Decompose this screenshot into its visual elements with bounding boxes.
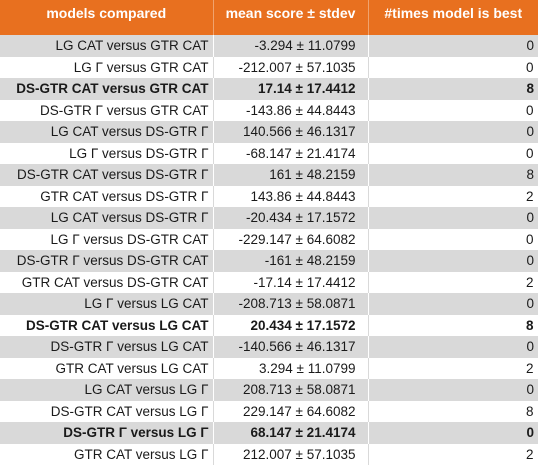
- cell-models-compared: DS-GTR Γ versus GTR CAT: [0, 100, 213, 122]
- header-mean-score: mean score ± stdev: [213, 0, 368, 35]
- cell-times-best: 2: [368, 444, 538, 465]
- table-row: LG Γ versus DS-GTR CAT-229.147 ± 64.6082…: [0, 229, 538, 251]
- table-row: DS-GTR Γ versus GTR CAT-143.86 ± 44.8443…: [0, 100, 538, 122]
- cell-times-best: 0: [368, 57, 538, 79]
- cell-models-compared: GTR CAT versus DS-GTR Γ: [0, 186, 213, 208]
- cell-models-compared: DS-GTR Γ versus DS-GTR CAT: [0, 250, 213, 272]
- cell-models-compared: LG CAT versus DS-GTR Γ: [0, 121, 213, 143]
- cell-mean-score: 143.86 ± 44.8443: [213, 186, 368, 208]
- cell-times-best: 0: [368, 336, 538, 358]
- cell-models-compared: LG CAT versus LG Γ: [0, 379, 213, 401]
- table-row: DS-GTR Γ versus LG CAT-140.566 ± 46.1317…: [0, 336, 538, 358]
- cell-mean-score: -68.147 ± 21.4174: [213, 143, 368, 165]
- header-models-compared: models compared: [0, 0, 213, 35]
- cell-models-compared: LG Γ versus LG CAT: [0, 293, 213, 315]
- table-row: GTR CAT versus DS-GTR CAT-17.14 ± 17.441…: [0, 272, 538, 294]
- cell-models-compared: DS-GTR Γ versus LG CAT: [0, 336, 213, 358]
- cell-times-best: 0: [368, 35, 538, 57]
- cell-mean-score: -161 ± 48.2159: [213, 250, 368, 272]
- cell-mean-score: -229.147 ± 64.6082: [213, 229, 368, 251]
- cell-mean-score: 212.007 ± 57.1035: [213, 444, 368, 465]
- cell-models-compared: DS-GTR CAT versus LG CAT: [0, 315, 213, 337]
- cell-models-compared: DS-GTR CAT versus DS-GTR Γ: [0, 164, 213, 186]
- table-row: DS-GTR Γ versus DS-GTR CAT-161 ± 48.2159…: [0, 250, 538, 272]
- cell-models-compared: DS-GTR Γ versus LG Γ: [0, 422, 213, 444]
- cell-mean-score: -17.14 ± 17.4412: [213, 272, 368, 294]
- cell-times-best: 2: [368, 272, 538, 294]
- cell-mean-score: 208.713 ± 58.0871: [213, 379, 368, 401]
- header-times-best: #times model is best: [368, 0, 538, 35]
- cell-models-compared: LG CAT versus DS-GTR Γ: [0, 207, 213, 229]
- cell-mean-score: -20.434 ± 17.1572: [213, 207, 368, 229]
- cell-times-best: 8: [368, 315, 538, 337]
- header-row: models compared mean score ± stdev #time…: [0, 0, 538, 35]
- cell-times-best: 8: [368, 164, 538, 186]
- cell-times-best: 0: [368, 422, 538, 444]
- cell-times-best: 0: [368, 379, 538, 401]
- cell-mean-score: -143.86 ± 44.8443: [213, 100, 368, 122]
- cell-times-best: 8: [368, 401, 538, 423]
- cell-times-best: 2: [368, 186, 538, 208]
- cell-mean-score: -212.007 ± 57.1035: [213, 57, 368, 79]
- cell-models-compared: LG Γ versus DS-GTR Γ: [0, 143, 213, 165]
- cell-mean-score: -3.294 ± 11.0799: [213, 35, 368, 57]
- cell-models-compared: DS-GTR CAT versus LG Γ: [0, 401, 213, 423]
- cell-mean-score: 3.294 ± 11.0799: [213, 358, 368, 380]
- cell-models-compared: GTR CAT versus DS-GTR CAT: [0, 272, 213, 294]
- cell-times-best: 2: [368, 358, 538, 380]
- cell-mean-score: 229.147 ± 64.6082: [213, 401, 368, 423]
- cell-times-best: 0: [368, 100, 538, 122]
- cell-models-compared: LG Γ versus DS-GTR CAT: [0, 229, 213, 251]
- table-header: models compared mean score ± stdev #time…: [0, 0, 538, 35]
- cell-mean-score: 161 ± 48.2159: [213, 164, 368, 186]
- cell-times-best: 0: [368, 121, 538, 143]
- cell-mean-score: 17.14 ± 17.4412: [213, 78, 368, 100]
- cell-mean-score: -208.713 ± 58.0871: [213, 293, 368, 315]
- cell-mean-score: 68.147 ± 21.4174: [213, 422, 368, 444]
- cell-models-compared: LG Γ versus GTR CAT: [0, 57, 213, 79]
- cell-models-compared: LG CAT versus GTR CAT: [0, 35, 213, 57]
- cell-times-best: 8: [368, 78, 538, 100]
- cell-times-best: 0: [368, 207, 538, 229]
- cell-mean-score: -140.566 ± 46.1317: [213, 336, 368, 358]
- cell-mean-score: 20.434 ± 17.1572: [213, 315, 368, 337]
- cell-mean-score: 140.566 ± 46.1317: [213, 121, 368, 143]
- cell-models-compared: GTR CAT versus LG Γ: [0, 444, 213, 465]
- cell-models-compared: GTR CAT versus LG CAT: [0, 358, 213, 380]
- cell-times-best: 0: [368, 229, 538, 251]
- cell-times-best: 0: [368, 293, 538, 315]
- cell-times-best: 0: [368, 143, 538, 165]
- cell-times-best: 0: [368, 250, 538, 272]
- cell-models-compared: DS-GTR CAT versus GTR CAT: [0, 78, 213, 100]
